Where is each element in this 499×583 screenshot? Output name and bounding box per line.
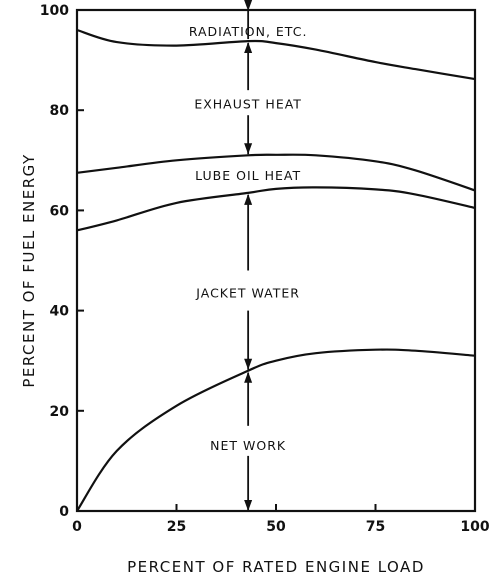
region-arrows [244,0,253,511]
y-axis-label: PERCENT OF FUEL ENERGY [20,153,38,387]
arrow-head-up [244,193,253,205]
arrow-head-down [244,358,253,370]
arrow-head-down [244,0,253,11]
arrow-head-down [244,143,253,155]
y-axis-ticks: 0 20 40 60 80 100 [40,3,84,520]
x-tick-label: 0 [72,519,82,535]
y-tick-label: 40 [50,304,70,320]
y-tick-label: 20 [50,404,70,420]
arrow-head-down [244,500,253,511]
y-tick-label: 60 [50,203,70,219]
region-label-exhaust-heat: EXHAUST HEAT [194,97,302,112]
region-label-radiation-etc: RADIATION, ETC. [189,24,308,39]
plot-frame [75,8,477,513]
boundary-curve-jacket-water-top [76,186,476,232]
arrow-head-up [244,371,253,383]
boundary-curve-lube-oil-top [76,153,476,192]
x-tick-label: 50 [266,519,286,535]
x-tick-label: 25 [167,519,186,535]
x-tick-label: 75 [366,519,385,535]
x-axis-label: PERCENT OF RATED ENGINE LOAD [127,558,425,576]
x-axis-ticks: 0 25 50 75 100 [72,504,490,535]
y-tick-label: 0 [59,504,69,520]
region-label-jacket-water: JACKET WATER [195,286,300,301]
boundary-curve-exhaust-top [76,28,476,81]
y-tick-label: 80 [50,103,70,119]
region-label-lube-oil-heat: LUBE OIL HEAT [195,168,301,183]
boundary-curves [76,28,476,512]
plot-border [75,8,477,513]
x-tick-label: 100 [460,519,489,535]
boundary-curve-net-work-top [76,348,476,512]
region-labels: NET WORK JACKET WATER LUBE OIL HEAT EXHAUST… [189,24,308,453]
arrow-head-up [244,42,253,54]
y-tick-label: 100 [40,3,69,19]
region-label-net-work: NET WORK [210,438,286,453]
